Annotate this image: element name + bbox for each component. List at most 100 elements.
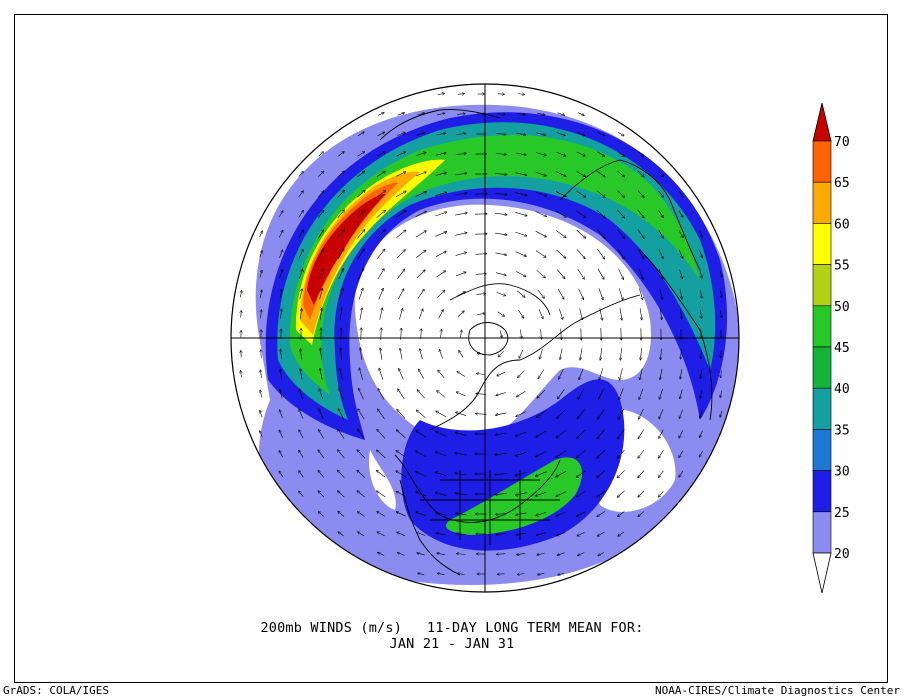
wind-vector-arrow <box>475 274 486 275</box>
wind-vector-arrow <box>495 154 506 155</box>
wind-vector-arrow <box>436 492 447 496</box>
wind-vector-arrow <box>679 470 684 477</box>
wind-vector-arrow <box>416 431 427 438</box>
wind-vector-arrow <box>417 113 424 116</box>
wind-vector-arrow <box>597 268 604 279</box>
wind-vector-arrow <box>515 172 527 175</box>
wind-vector-arrow <box>376 171 385 177</box>
wind-vector-arrow <box>577 409 585 418</box>
wind-vector-arrow <box>278 231 283 238</box>
wind-vector-arrow <box>455 213 467 216</box>
wind-vector-arrow <box>376 152 385 157</box>
wind-vector-arrow <box>638 268 643 279</box>
wind-vector-arrow <box>379 368 384 380</box>
wind-vector-arrow <box>318 450 325 459</box>
lat-lon-crosshair <box>231 84 739 592</box>
wind-vector-arrow <box>598 408 605 419</box>
wind-vector-arrow <box>637 170 644 177</box>
noaa-credit: NOAA-CIRES/Climate Diagnostics Center <box>654 684 900 697</box>
wind-vector-arrow <box>496 514 507 515</box>
wind-vector-arrow <box>658 210 664 217</box>
wind-vector-arrow <box>518 310 524 318</box>
wind-vector-arrow <box>298 230 303 239</box>
map-title: 200mb WINDS (m/s) 11-DAY LONG TERM MEAN … <box>260 620 644 636</box>
wind-vector-arrow <box>516 431 527 436</box>
wind-vector-arrow <box>678 210 683 217</box>
wind-vector-arrow <box>659 288 663 299</box>
wind-vector-arrow <box>397 532 406 537</box>
wind-vector-arrow <box>338 409 344 420</box>
wind-vector-arrow <box>455 252 467 256</box>
wind-vector-arrow <box>300 369 303 380</box>
wind-vector-arrow <box>241 371 242 378</box>
wind-vector-arrow <box>416 492 427 497</box>
wind-vector-arrow <box>557 288 564 299</box>
wind-vector-arrow <box>638 249 643 259</box>
wind-vector-arrow <box>318 471 325 478</box>
wind-vector-arrow <box>515 251 527 257</box>
wind-vector-arrow <box>338 532 344 537</box>
wind-vector-arrow <box>536 270 545 277</box>
wind-vector-arrow <box>577 531 585 536</box>
wind-vector-arrow <box>358 429 365 439</box>
wind-vector-arrow <box>596 209 605 218</box>
wind-vector-arrow <box>720 390 722 398</box>
wind-vector-arrow <box>517 390 526 397</box>
wind-vector-arrow <box>457 311 464 318</box>
wind-vector-arrow <box>576 470 586 478</box>
wind-vector-arrow <box>495 173 506 174</box>
wind-vector-arrow <box>558 389 565 398</box>
wind-vector-arrow <box>516 271 525 276</box>
wind-vector-arrow <box>555 210 566 217</box>
wind-vector-arrow <box>538 369 545 379</box>
wind-vector-arrow <box>378 409 385 419</box>
wind-vector-arrow <box>377 132 385 137</box>
wind-vector-arrow <box>496 114 505 115</box>
wind-vector-arrow <box>338 491 345 498</box>
wind-vector-arrow <box>299 450 304 458</box>
wind-vector-arrow <box>618 268 624 280</box>
wind-vector-arrow <box>559 308 562 319</box>
wind-vector-arrow <box>299 289 302 300</box>
wind-vector-arrow <box>521 329 522 339</box>
colorbar-label: 50 <box>834 300 850 315</box>
wind-vector-arrow <box>577 429 586 438</box>
wind-vector-arrow <box>658 190 664 197</box>
wind-vector-arrow <box>377 430 386 439</box>
wind-vector-arrow <box>679 450 684 458</box>
wind-vector-arrow <box>477 374 486 375</box>
wind-vector-arrow <box>618 131 624 136</box>
wind-vector-arrow <box>618 511 625 517</box>
wind-vector-arrow <box>299 269 302 279</box>
wind-vector-arrow <box>357 230 364 239</box>
wind-vector-arrow <box>438 573 445 574</box>
wind-vector-arrow <box>658 171 664 176</box>
wind-vector-arrow <box>597 151 604 157</box>
wind-vector-arrow <box>396 491 406 497</box>
colorbar-box <box>812 429 832 471</box>
wind-vector-arrow <box>416 451 427 458</box>
wind-vector-arrow <box>417 390 425 399</box>
wind-vector-arrow <box>416 270 425 279</box>
wind-vector-arrow <box>701 309 702 319</box>
wind-vector-arrow <box>439 350 443 359</box>
wind-vector-arrow <box>298 211 304 218</box>
wind-vector-arrow <box>496 292 506 295</box>
wind-vector-arrow <box>577 450 586 457</box>
wind-vector-arrow <box>337 171 344 178</box>
wind-vector-arrow <box>401 328 402 340</box>
wind-vector-arrow <box>475 254 486 255</box>
wind-vector-arrow <box>576 171 586 176</box>
wind-vector-arrow <box>678 230 683 237</box>
wind-vector-arrow <box>639 388 644 400</box>
wind-vector-arrow <box>617 248 624 259</box>
wind-vector-arrow <box>416 152 425 156</box>
wind-calm-west <box>369 450 396 510</box>
wind-vector-arrow <box>679 409 683 418</box>
wind-vector-arrow <box>538 573 545 575</box>
wind-vector-arrow <box>455 453 467 456</box>
colorbar-label: 25 <box>834 506 850 521</box>
wind-vector-arrow <box>617 170 625 177</box>
wind-vector-arrow <box>278 211 283 218</box>
